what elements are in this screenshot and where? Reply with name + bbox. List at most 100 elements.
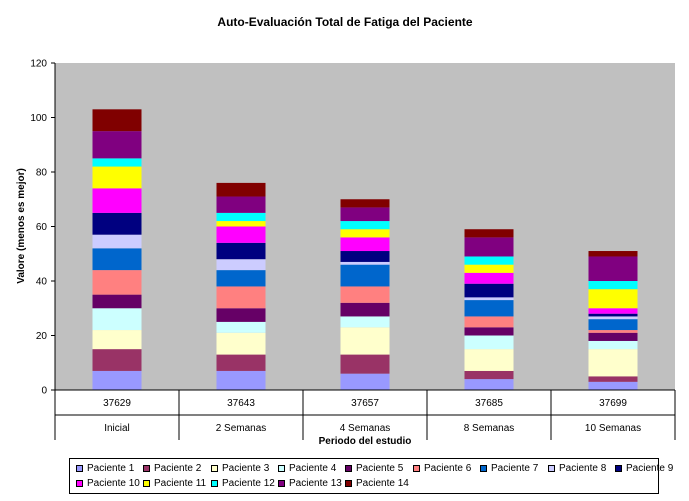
bar-segment: [92, 270, 142, 295]
bar-segment: [92, 131, 142, 159]
x-tick-code: 37643: [227, 398, 255, 409]
x-tick-label: 10 Semanas: [585, 423, 641, 434]
bar-segment: [92, 308, 142, 331]
bar-segment: [340, 199, 390, 208]
y-tick-label: 40: [36, 277, 48, 288]
bar-segment: [216, 212, 266, 222]
bar-segment: [340, 373, 390, 390]
bar-segment: [92, 188, 142, 213]
bar-segment: [464, 300, 514, 317]
bar-segment: [92, 370, 142, 390]
x-tick-label: 8 Semanas: [464, 423, 515, 434]
legend-label: Paciente 4: [289, 463, 337, 474]
bar-segment: [588, 308, 638, 314]
bar-segment: [588, 313, 638, 317]
x-tick-code: 37629: [103, 398, 131, 409]
x-tick-label: 2 Semanas: [216, 423, 267, 434]
bar-segment: [92, 212, 142, 235]
bar-segment: [588, 316, 638, 320]
legend-swatch: [211, 480, 218, 487]
bar-segment: [340, 327, 390, 355]
bar-segment: [92, 166, 142, 189]
bar-segment: [464, 264, 514, 273]
bar-segment: [464, 335, 514, 350]
x-axis-title: Periodo del estudio: [319, 436, 412, 447]
x-tick-label: 4 Semanas: [340, 423, 391, 434]
legend-swatch: [345, 465, 352, 472]
bar-segment: [464, 237, 514, 257]
y-tick-label: 100: [30, 113, 47, 124]
legend-swatch: [143, 480, 150, 487]
bar-segment: [92, 294, 142, 309]
bar-segment: [216, 182, 266, 197]
bar-segment: [588, 319, 638, 331]
bar-segment: [340, 316, 390, 328]
legend-swatch: [615, 465, 622, 472]
legend-swatch: [480, 465, 487, 472]
legend-swatch: [76, 480, 83, 487]
y-tick-label: 0: [41, 386, 47, 397]
bar-segment: [92, 349, 142, 371]
bar-segment: [216, 286, 266, 309]
bar-segment: [464, 316, 514, 328]
bar-segment: [92, 330, 142, 350]
bar-segment: [216, 242, 266, 260]
y-tick-label: 60: [36, 222, 48, 233]
bar-segment: [588, 330, 638, 333]
y-tick-label: 80: [36, 168, 48, 179]
bar-segment: [464, 283, 514, 298]
chart-title: Auto-Evaluación Total de Fatiga del Paci…: [217, 15, 472, 29]
legend-label: Paciente 13: [289, 478, 342, 489]
legend-label: Paciente 10: [87, 478, 140, 489]
legend-label: Paciente 14: [356, 478, 409, 489]
bar-segment: [216, 270, 266, 287]
x-tick-code: 37699: [599, 398, 627, 409]
legend: Paciente 1 Paciente 2 Paciente 3 Paciente 4…: [69, 458, 673, 494]
bar-segment: [340, 207, 390, 222]
bar-segment: [340, 261, 390, 265]
bar-segment: [216, 332, 266, 355]
bar-segment: [216, 196, 266, 213]
bar-segment: [216, 370, 266, 390]
bar-segment: [464, 272, 514, 284]
legend-label: Paciente 6: [424, 463, 472, 474]
legend-label: Paciente 11: [154, 478, 207, 489]
bar-segment: [464, 297, 514, 301]
bar-segment: [216, 221, 266, 227]
legend-swatch: [143, 465, 150, 472]
legend-label: Paciente 2: [154, 463, 202, 474]
bar-segment: [464, 370, 514, 380]
bar-segment: [464, 229, 514, 238]
x-tick-label: Inicial: [104, 423, 130, 434]
legend-label: Paciente 9: [626, 463, 674, 474]
bar-segment: [588, 349, 638, 377]
legend-swatch: [345, 480, 352, 487]
bar-segment: [92, 234, 142, 249]
bar-segment: [340, 237, 390, 252]
bar-segment: [340, 251, 390, 262]
y-tick-label: 120: [30, 59, 47, 70]
bar-segment: [216, 321, 266, 333]
bar-segment: [588, 332, 638, 341]
bar-segment: [588, 376, 638, 382]
x-tick-code: 37657: [351, 398, 379, 409]
bar-segment: [340, 229, 390, 238]
bar-segment: [216, 259, 266, 271]
bar-segment: [216, 226, 266, 243]
legend-swatch: [278, 480, 285, 487]
legend-swatch: [76, 465, 83, 472]
bar-segment: [216, 308, 266, 322]
bar-segment: [588, 381, 638, 390]
axes-layer: 0 20 40 60 80 100 120 37629 Inicial 37643 2 Semana…: [30, 59, 676, 440]
bar-segment: [464, 327, 514, 336]
bar-segment: [340, 221, 390, 230]
legend-label: Paciente 5: [356, 463, 404, 474]
bar-segment: [92, 109, 142, 132]
legend-label: Paciente 12: [222, 478, 275, 489]
bars-layer: [92, 109, 638, 390]
bar-segment: [92, 158, 142, 167]
bar-segment: [588, 251, 638, 257]
bar-segment: [464, 379, 514, 390]
legend-label: Paciente 3: [222, 463, 270, 474]
